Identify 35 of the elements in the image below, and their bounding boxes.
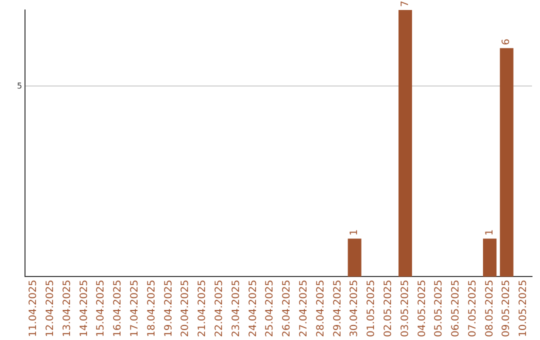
x-tick-label: 24.04.2025 — [248, 280, 259, 338]
x-tick-label: 28.04.2025 — [315, 280, 326, 338]
x-tick-label: 01.05.2025 — [366, 280, 378, 338]
x-tick-label: 02.05.2025 — [382, 280, 394, 338]
x-tick-label: 11.04.2025 — [28, 280, 40, 338]
x-tick-label: 14.04.2025 — [78, 280, 90, 338]
x-tick-label: 27.04.2025 — [298, 280, 310, 338]
x-tick-label: 03.05.2025 — [400, 280, 411, 338]
x-tick-label: 13.04.2025 — [62, 280, 73, 338]
x-tick-label: 10.05.2025 — [518, 280, 530, 338]
x-tick-label: 23.04.2025 — [230, 280, 242, 338]
x-tick-label: 09.05.2025 — [501, 280, 512, 338]
data-label: 1 — [349, 229, 360, 236]
x-tick-label: 19.04.2025 — [163, 280, 174, 338]
x-tick-label: 30.04.2025 — [349, 280, 360, 338]
x-tick-label: 17.04.2025 — [130, 280, 141, 338]
x-tick-label: 07.05.2025 — [467, 280, 478, 338]
x-tick-label: 08.05.2025 — [484, 280, 496, 338]
data-label: 1 — [484, 229, 496, 236]
x-tick-label: 12.04.2025 — [45, 280, 56, 338]
x-tick-label: 16.04.2025 — [112, 280, 124, 338]
x-tick-label: 25.04.2025 — [264, 280, 276, 338]
x-tick-label: 04.05.2025 — [416, 280, 428, 338]
x-tick-label: 06.05.2025 — [450, 280, 462, 338]
y-tick-label: 5 — [16, 81, 22, 90]
x-tick-label: 05.05.2025 — [434, 280, 445, 338]
x-tick-label: 15.04.2025 — [96, 280, 107, 338]
x-tick-label: 22.04.2025 — [214, 280, 225, 338]
x-tick-label: 21.04.2025 — [197, 280, 208, 338]
x-tick-label: 29.04.2025 — [332, 280, 344, 338]
data-label: 6 — [501, 38, 512, 46]
x-tick-label: 26.04.2025 — [282, 280, 293, 338]
data-label: 7 — [400, 0, 411, 7]
x-tick-label: 18.04.2025 — [146, 280, 158, 338]
x-tick-label: 20.04.2025 — [180, 280, 192, 338]
